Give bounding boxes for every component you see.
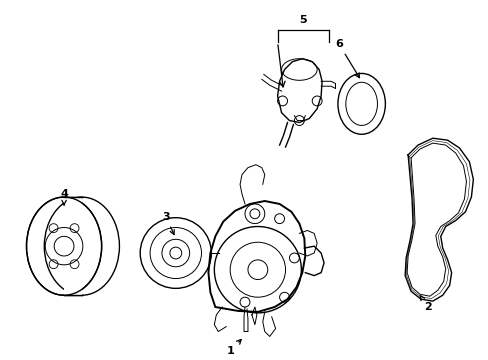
Text: 4: 4 <box>60 189 68 205</box>
Text: 3: 3 <box>162 212 174 234</box>
Text: 2: 2 <box>420 296 431 312</box>
Text: 1: 1 <box>226 339 241 356</box>
FancyBboxPatch shape <box>64 197 81 295</box>
Text: 5: 5 <box>299 15 306 26</box>
Text: 6: 6 <box>334 39 359 78</box>
